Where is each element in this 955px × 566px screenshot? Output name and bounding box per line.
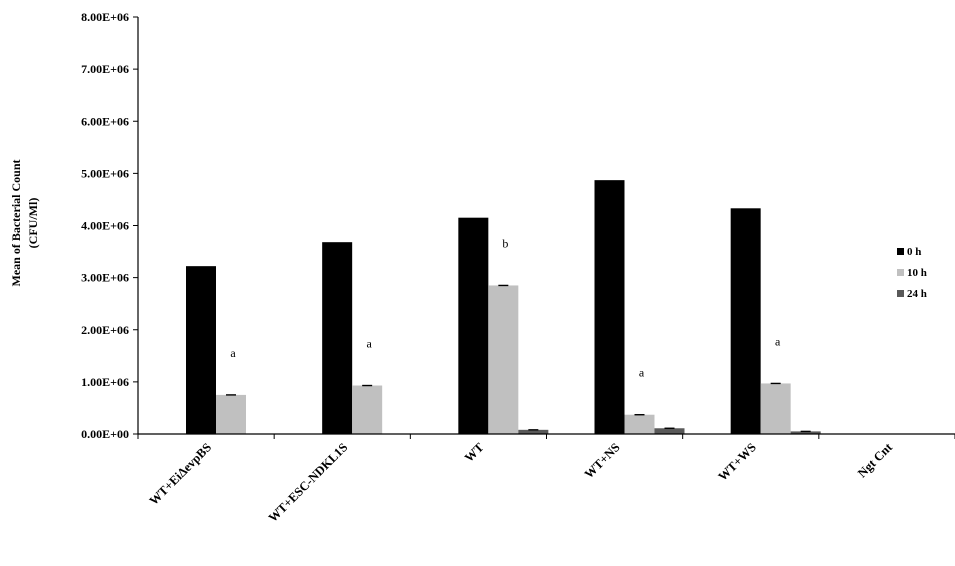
bar-0h-2 <box>458 217 489 434</box>
bar-10h-0 <box>216 394 246 434</box>
legend-swatch <box>897 290 904 297</box>
bar-0h-3 <box>594 180 625 434</box>
significance-label: b <box>502 236 508 250</box>
x-tick-label: WT+ESC-NDKL1S <box>266 440 351 525</box>
x-tick-label: WT+WS <box>715 440 758 483</box>
legend-label: 24 h <box>907 288 927 300</box>
y-tick-label: 6.00E+06 <box>81 114 129 128</box>
bar-10h-3 <box>624 414 655 434</box>
x-tick-label: WT+NS <box>582 440 623 481</box>
legend-swatch <box>897 248 904 255</box>
bar-10h-1 <box>352 385 383 434</box>
significance-label: a <box>639 366 645 380</box>
y-tick-label: 1.00E+06 <box>81 375 129 389</box>
bar-0h-1 <box>322 242 353 434</box>
x-tick-label: Ngt Cnt <box>855 440 896 481</box>
significance-label: a <box>775 334 781 348</box>
bar-10h-4 <box>760 383 791 434</box>
significance-label: a <box>367 337 373 351</box>
y-tick-label: 7.00E+06 <box>81 62 129 76</box>
significance-label: a <box>230 346 236 360</box>
bar-24h-3 <box>654 428 685 434</box>
y-tick-label: 0.00E+00 <box>81 427 129 441</box>
bars <box>186 180 821 434</box>
y-axis-title: Mean of Bacterial Count (CFU/Ml) <box>9 160 40 287</box>
legend: 0 h 10 h 24 h <box>897 246 927 300</box>
y-tick-label: 2.00E+06 <box>81 323 129 337</box>
bar-0h-0 <box>186 266 216 434</box>
bar-10h-2 <box>488 285 519 434</box>
bar-24h-2 <box>518 429 549 434</box>
y-tick-label: 8.00E+06 <box>81 10 129 24</box>
legend-swatch <box>897 269 904 276</box>
bar-24h-4 <box>790 431 821 434</box>
x-axis: WT+EiΔevpBS WT+ESC-NDKL1S WT WT+NS WT+WS Ngt … <box>137 433 955 525</box>
bar-0h-4 <box>730 208 761 434</box>
y-tick-label: 5.00E+06 <box>81 166 129 180</box>
x-tick-label: WT <box>462 440 487 465</box>
y-tick-label: 3.00E+06 <box>81 271 129 285</box>
y-axis-title-line2: (CFU/Ml) <box>26 198 40 249</box>
y-tick-label: 4.00E+06 <box>81 219 129 233</box>
y-axis-title-line1: Mean of Bacterial Count <box>9 160 23 287</box>
legend-label: 10 h <box>907 267 927 279</box>
legend-label: 0 h <box>907 246 921 258</box>
x-tick-label: WT+EiΔevpBS <box>147 440 215 508</box>
y-axis: 0.00E+00 1.00E+06 2.00E+06 3.00E+06 4.00E+06… <box>81 10 139 441</box>
annotations: a a b a a <box>230 236 781 379</box>
